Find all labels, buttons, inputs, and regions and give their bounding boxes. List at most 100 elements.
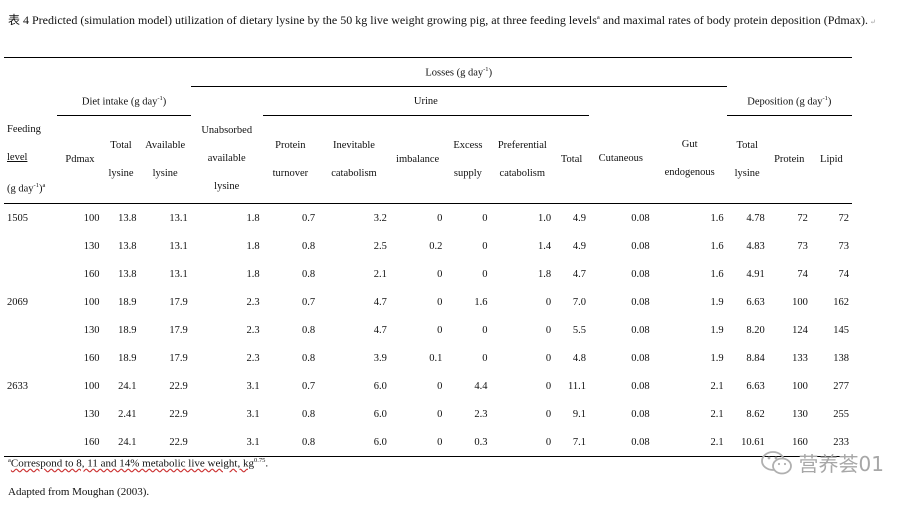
table-cell: 0.8 <box>301 408 316 420</box>
table-cell: 100 <box>83 380 100 392</box>
table-cell: 0 <box>389 428 446 457</box>
table-cell: 10.61 <box>726 428 768 457</box>
table-cell: 22.9 <box>139 428 191 457</box>
table-cell: 4.7 <box>373 296 387 308</box>
table-cell: 24.1 <box>118 380 137 392</box>
table-cell: 0 <box>437 296 443 308</box>
table-cell: 13.1 <box>169 212 188 224</box>
table-cell: 2633 <box>7 380 28 392</box>
header-row-3: Feeding level (g day-1)a Pdmax Total lysi… <box>4 115 852 204</box>
col-total-lysine-deposition: Total lysine <box>726 115 768 204</box>
table-cell: 0.8 <box>301 240 316 252</box>
col-gut-endogenous: Gut endogenous <box>652 115 727 204</box>
table-cell: 160 <box>83 268 100 280</box>
table-cell: 22.9 <box>169 408 188 420</box>
table-cell: 6.63 <box>746 296 765 308</box>
col-urine-total: Total <box>554 115 590 204</box>
table-cell: 4.7 <box>373 324 387 336</box>
table-cell: 22.9 <box>169 380 188 392</box>
table-cell: 0 <box>545 380 552 392</box>
table-cell: 160 <box>57 428 103 457</box>
table-cell: 8.20 <box>746 324 765 336</box>
table-cell: 0 <box>545 296 552 308</box>
table-cell: 3.1 <box>246 380 260 392</box>
table-cell: 0 <box>545 324 552 336</box>
table-cell <box>4 260 57 288</box>
table-cell: 4.9 <box>572 212 587 224</box>
table-cell: 2.3 <box>246 324 260 336</box>
table-cell: 13.1 <box>169 240 188 252</box>
table-cell: 5.5 <box>572 324 587 336</box>
table-cell: 8.84 <box>746 352 765 364</box>
table-cell: 1.4 <box>538 240 552 252</box>
table-cell <box>4 400 57 428</box>
table-row: 1505 100 13.8 13.1 1.8 0.7 3.2 0 0 1.0 4.9 0.08 1.6 4… <box>4 204 852 233</box>
table-cell: 2.1 <box>710 408 724 420</box>
table-cell: 2.3 <box>474 408 488 420</box>
deposition-header: Deposition (g day-1) <box>726 86 852 116</box>
table-cell: 17.9 <box>169 324 188 336</box>
caption-suffix: and maximal rates of body protein deposi… <box>599 13 869 27</box>
col-inevitable-catabolism: Inevitable catabolism <box>318 115 390 204</box>
header-row-2: Diet intake (g day-1) Urine Deposition (… <box>4 86 852 116</box>
table-cell: 6.0 <box>373 408 387 420</box>
footnote-source: Adapted from Moughan (2003). <box>8 486 150 498</box>
col-cutaneous: Cutaneous <box>589 115 653 204</box>
table-cell: 1.6 <box>710 212 724 224</box>
table-cell: 130 <box>83 240 100 252</box>
table-cell: 0.08 <box>631 324 650 336</box>
table-cell: 2069 <box>7 296 28 308</box>
table-cell: 6.0 <box>373 380 387 392</box>
table-cell: 1.8 <box>246 212 260 224</box>
table-cell: 3.2 <box>373 212 387 224</box>
table-cell: 0 <box>437 268 443 280</box>
col-total-lysine-intake: Total lysine <box>102 115 140 204</box>
table-cell: 18.9 <box>118 296 137 308</box>
table-cell: 7.1 <box>554 428 590 457</box>
table-cell: 0.08 <box>631 212 650 224</box>
table-cell: 0.8 <box>301 352 316 364</box>
table-cell: 1.9 <box>710 296 724 308</box>
table-cell: 1.8 <box>246 268 260 280</box>
table-cell: 0.2 <box>429 240 443 252</box>
table-cell: 277 <box>833 380 849 392</box>
table-cell: 0 <box>437 380 443 392</box>
table-cell: 0 <box>490 428 555 457</box>
table-row: 130 18.9 17.9 2.3 0.8 4.7 0 0 0 5.5 0.08 1.9 8.20 124… <box>4 316 852 344</box>
table-cell: 0.1 <box>429 352 443 364</box>
table-cell: 1.0 <box>538 212 552 224</box>
table-cell: 6.63 <box>746 380 765 392</box>
table-cell: 4.83 <box>746 240 765 252</box>
table-cell: 1.6 <box>710 268 724 280</box>
table-cell: 9.1 <box>572 408 587 420</box>
table-row: 130 13.8 13.1 1.8 0.8 2.5 0.2 0 1.4 4.9 0.08 1.6 4.8… <box>4 232 852 260</box>
table-cell: 4.8 <box>572 352 587 364</box>
table-cell: 0.08 <box>631 240 650 252</box>
col-preferential-catabolism: Preferential catabolism <box>490 115 555 204</box>
table-cell <box>4 316 57 344</box>
table-cell: 2.5 <box>373 240 387 252</box>
table-cell: 100 <box>792 296 808 308</box>
table-cell: 0.8 <box>301 324 316 336</box>
col-unabsorbed: Unabsorbed available lysine <box>190 115 263 204</box>
diet-intake-header: Diet intake (g day-1) <box>57 86 191 116</box>
col-pdmax: Pdmax <box>57 115 103 204</box>
table-cell: 4.9 <box>572 240 587 252</box>
table-cell: 13.8 <box>118 212 137 224</box>
table-cell: 1.6 <box>474 296 488 308</box>
table-cell: 2.1 <box>373 268 387 280</box>
table-cell: 13.8 <box>118 268 137 280</box>
table-cell: 1.8 <box>538 268 552 280</box>
table-cell: 18.9 <box>118 352 137 364</box>
table-cell: 7.0 <box>572 296 587 308</box>
table-row: 160 18.9 17.9 2.3 0.8 3.9 0.1 0 0 4.8 0.08 1.9 8.84 1… <box>4 344 852 372</box>
caption-sup: a <box>596 14 600 21</box>
table-cell: 133 <box>792 352 808 364</box>
table-cell: 162 <box>833 296 849 308</box>
table-row: 2069 100 18.9 17.9 2.3 0.7 4.7 0 1.6 0 7.0 0.08 1.9 6… <box>4 288 852 316</box>
table-cell <box>4 344 57 372</box>
table-cell: 130 <box>792 408 808 420</box>
losses-header: Losses (g day-1) <box>190 57 727 87</box>
table-cell: 145 <box>833 324 849 336</box>
table-body: 1505 100 13.8 13.1 1.8 0.7 3.2 0 0 1.0 4.9 0.08 1.6 4… <box>4 204 852 457</box>
